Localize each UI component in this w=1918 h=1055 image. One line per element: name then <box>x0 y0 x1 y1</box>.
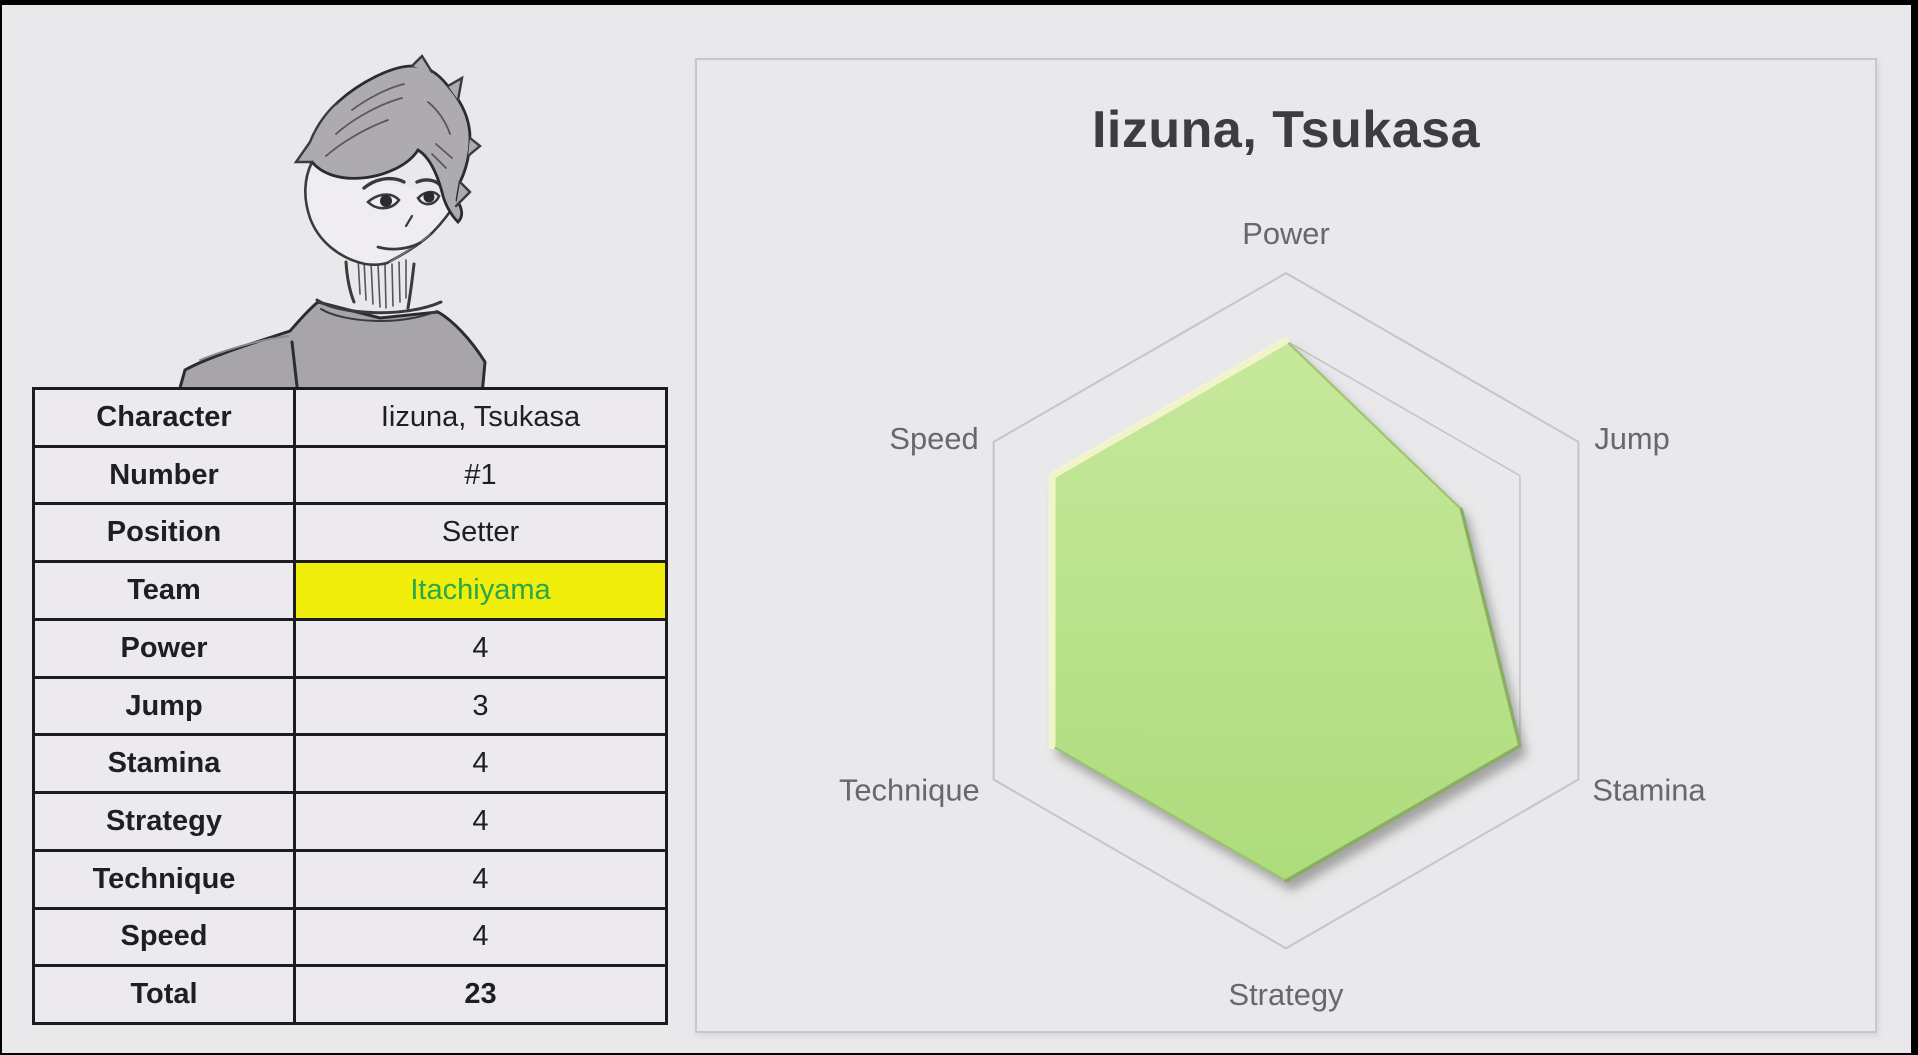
gridline-level-5 <box>992 271 1580 950</box>
character-portrait <box>176 54 487 395</box>
radar-axis-labels: Power Jump Stamina Strategy Technique Speed <box>839 216 1706 1012</box>
stat-label: Power <box>35 620 296 676</box>
stat-value: #1 <box>464 458 497 491</box>
stat-value: Itachiyama <box>296 563 665 618</box>
stat-value: Iizuna, Tsukasa <box>380 400 581 433</box>
stat-label: Position <box>35 505 296 561</box>
table-row-technique: Technique 4 <box>35 851 665 910</box>
stat-value: 4 <box>472 862 489 895</box>
stat-label: Character <box>35 390 296 445</box>
axis-label-jump: Jump <box>1594 421 1669 456</box>
stat-label: Jump <box>35 678 296 734</box>
table-row-team: Team Itachiyama <box>35 563 665 621</box>
table-row-jump: Jump 3 <box>35 678 665 737</box>
bevel-edge <box>1048 337 1290 750</box>
stat-label: Strategy <box>35 794 296 849</box>
stat-label: Team <box>35 563 296 618</box>
axis-label-technique: Technique <box>839 772 980 807</box>
stat-value: 4 <box>472 631 489 664</box>
axis-label-strategy: Strategy <box>1229 977 1344 1012</box>
axis-label-power: Power <box>1242 216 1329 251</box>
stat-label: Technique <box>35 851 296 907</box>
bevel-edge <box>1284 507 1522 883</box>
table-row-total: Total 23 <box>35 967 665 1023</box>
stat-value: Setter <box>441 516 520 549</box>
series-polygon <box>1051 339 1522 882</box>
table-row-character: Character Iizuna, Tsukasa <box>35 390 665 448</box>
radar-chart-panel: Iizuna, Tsukasa Power Jump Stamina Strategy… <box>695 58 1877 1033</box>
axis-label-speed: Speed <box>889 421 978 456</box>
radar-series-polygon <box>1048 337 1522 883</box>
table-row-strategy: Strategy 4 <box>35 794 665 852</box>
stat-label: Stamina <box>35 736 296 792</box>
axis-label-stamina: Stamina <box>1592 772 1706 807</box>
radar-chart: Power Jump Stamina Strategy Technique Speed <box>839 216 1706 1012</box>
table-row-power: Power 4 <box>35 620 665 679</box>
stat-label: Speed <box>35 909 296 965</box>
table-row-stamina: Stamina 4 <box>35 736 665 795</box>
stat-label: Total <box>35 967 296 1023</box>
table-row-speed: Speed 4 <box>35 909 665 968</box>
stat-value: 3 <box>472 689 489 722</box>
table-row-position: Position Setter <box>35 505 665 564</box>
screen-background: Character Iizuna, Tsukasa Number #1 Position… <box>2 5 1911 1053</box>
table-row-number: Number #1 <box>35 447 665 506</box>
chart-title: Iizuna, Tsukasa <box>1091 101 1480 159</box>
stat-value: 4 <box>472 805 489 837</box>
character-stats-table: Character Iizuna, Tsukasa Number #1 Position… <box>32 387 668 1025</box>
stat-value: 4 <box>472 920 489 953</box>
stat-label: Number <box>35 447 296 503</box>
stat-value: 4 <box>472 747 489 780</box>
stat-value: 23 <box>464 978 497 1011</box>
